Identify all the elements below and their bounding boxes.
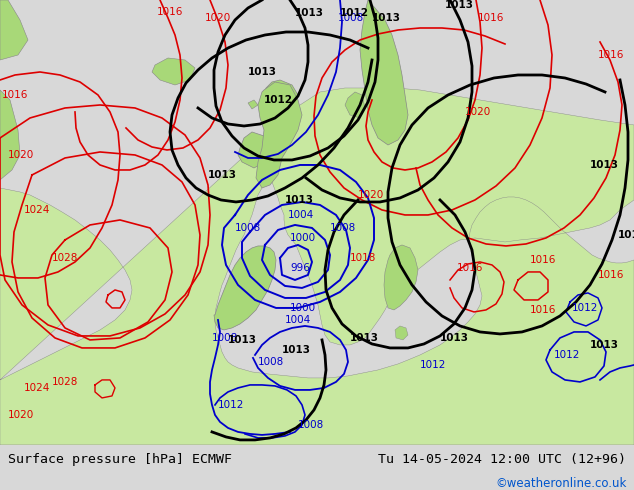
Polygon shape xyxy=(395,326,408,340)
Polygon shape xyxy=(263,80,298,120)
Text: 1020: 1020 xyxy=(205,13,231,23)
Text: 1016: 1016 xyxy=(457,263,483,273)
Text: 1016: 1016 xyxy=(2,90,29,100)
Text: 1013: 1013 xyxy=(208,170,237,180)
Text: 1013: 1013 xyxy=(248,67,277,77)
Text: 1013: 1013 xyxy=(228,335,257,345)
Text: 1008: 1008 xyxy=(298,420,324,430)
Text: 1028: 1028 xyxy=(52,253,79,263)
Text: 1004: 1004 xyxy=(285,315,311,325)
Text: 1000: 1000 xyxy=(290,233,316,243)
Text: 1024: 1024 xyxy=(24,205,50,215)
Text: Tu 14-05-2024 12:00 UTC (12+96): Tu 14-05-2024 12:00 UTC (12+96) xyxy=(378,453,626,466)
Text: 1012: 1012 xyxy=(264,95,293,105)
Text: 1012: 1012 xyxy=(554,350,580,360)
Polygon shape xyxy=(0,90,20,180)
Polygon shape xyxy=(0,0,28,60)
Text: 1012: 1012 xyxy=(340,8,369,18)
Polygon shape xyxy=(214,246,276,330)
Text: 1020: 1020 xyxy=(8,410,34,420)
Text: 1016: 1016 xyxy=(598,270,624,280)
Text: 1020: 1020 xyxy=(8,150,34,160)
Text: 1020: 1020 xyxy=(358,190,384,200)
Text: 1008: 1008 xyxy=(258,357,284,367)
Polygon shape xyxy=(152,58,195,85)
Polygon shape xyxy=(345,92,365,118)
Text: 1008: 1008 xyxy=(235,223,261,233)
Polygon shape xyxy=(248,100,258,109)
Text: 1016: 1016 xyxy=(530,255,557,265)
Text: 1024: 1024 xyxy=(24,383,50,393)
Text: 1012: 1012 xyxy=(572,303,598,313)
Text: 1013: 1013 xyxy=(618,230,634,240)
Polygon shape xyxy=(0,210,10,260)
Text: 1000: 1000 xyxy=(290,303,316,313)
Text: 1018: 1018 xyxy=(350,253,377,263)
Polygon shape xyxy=(360,0,408,145)
Text: 1013: 1013 xyxy=(282,345,311,355)
Text: 1013: 1013 xyxy=(445,0,474,10)
Text: 1016: 1016 xyxy=(530,305,557,315)
Text: Surface pressure [hPa] ECMWF: Surface pressure [hPa] ECMWF xyxy=(8,453,231,466)
Text: 1013: 1013 xyxy=(590,340,619,350)
Text: 1016: 1016 xyxy=(598,50,624,60)
Text: 1012: 1012 xyxy=(218,400,244,410)
Text: 1013: 1013 xyxy=(295,8,324,18)
Text: 1013: 1013 xyxy=(350,333,379,343)
Text: 1016: 1016 xyxy=(478,13,505,23)
Text: 996: 996 xyxy=(290,263,310,273)
Polygon shape xyxy=(256,82,302,188)
Text: 1013: 1013 xyxy=(440,333,469,343)
Text: 1013: 1013 xyxy=(285,195,314,205)
Text: 1016: 1016 xyxy=(157,7,183,17)
Text: 1013: 1013 xyxy=(590,160,619,170)
Text: 1013: 1013 xyxy=(372,13,401,23)
Text: 1008: 1008 xyxy=(212,333,238,343)
Text: 1004: 1004 xyxy=(288,210,314,220)
Text: ©weatheronline.co.uk: ©weatheronline.co.uk xyxy=(495,477,626,490)
Text: 1020: 1020 xyxy=(465,107,491,117)
Text: 1012: 1012 xyxy=(420,360,446,370)
Text: 1028: 1028 xyxy=(52,377,79,387)
Text: 1008: 1008 xyxy=(330,223,356,233)
Polygon shape xyxy=(238,132,268,168)
Polygon shape xyxy=(0,88,634,445)
Polygon shape xyxy=(384,245,418,310)
Text: 1008: 1008 xyxy=(338,13,365,23)
